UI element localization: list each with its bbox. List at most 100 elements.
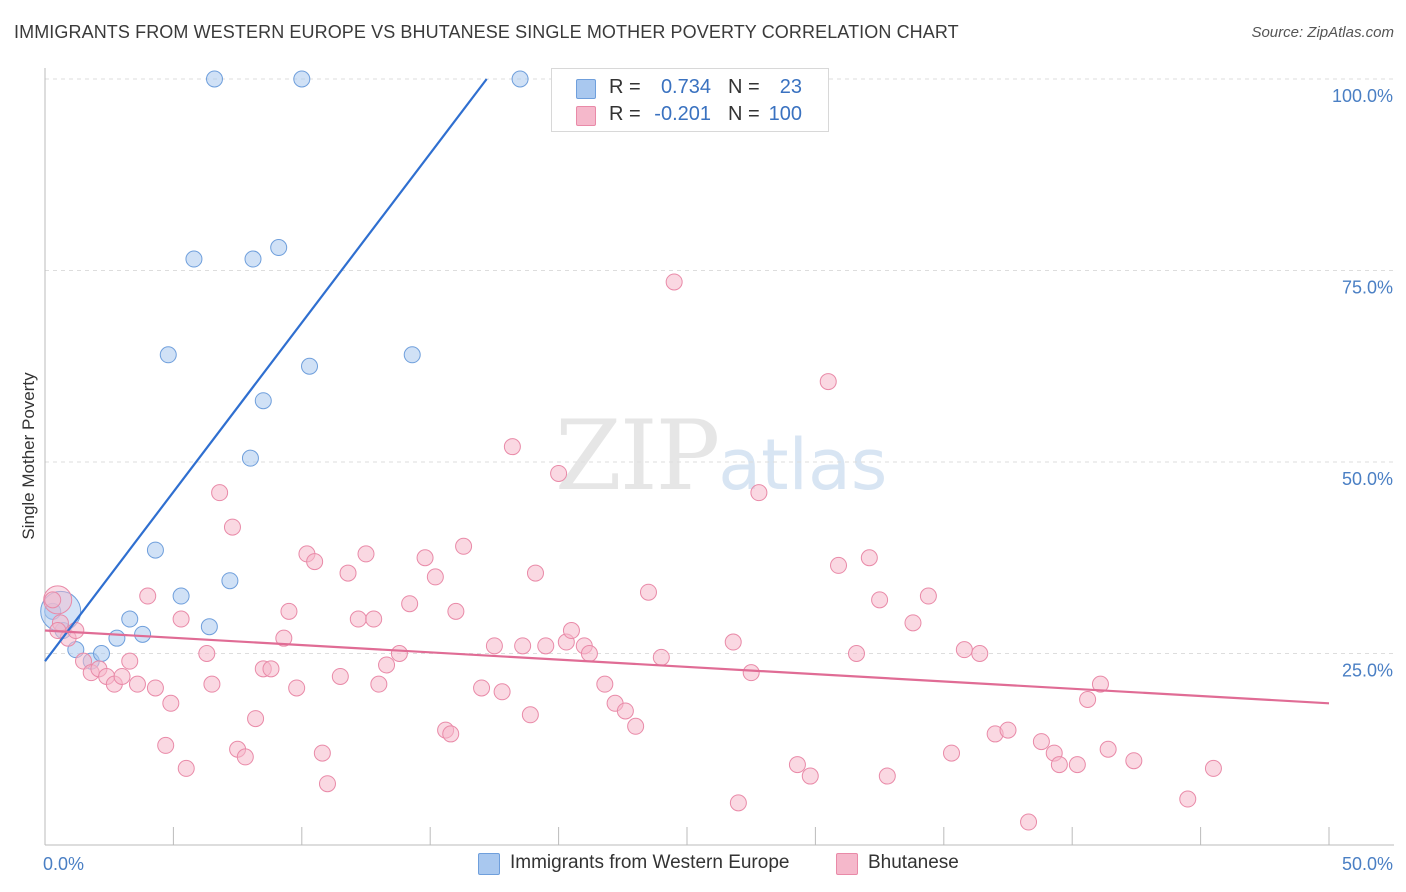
bhutanese-point bbox=[999, 721, 1017, 739]
western-europe-point bbox=[293, 70, 311, 88]
bhutanese-point bbox=[1125, 752, 1143, 770]
bhutanese-point bbox=[652, 648, 670, 666]
legend-row-bhutanese: R = -0.201 N = 100 bbox=[552, 101, 828, 127]
bhutanese-point bbox=[146, 679, 164, 697]
bhutanese-point bbox=[503, 438, 521, 456]
western-europe-point bbox=[200, 618, 218, 636]
trend-line-western-europe bbox=[44, 78, 488, 662]
bhutanese-point bbox=[211, 484, 229, 502]
bhutanese-point bbox=[860, 549, 878, 567]
bhutanese-point bbox=[378, 656, 396, 674]
western-europe-point bbox=[241, 449, 259, 467]
grid-lines bbox=[45, 78, 1394, 654]
bhutanese-point bbox=[288, 679, 306, 697]
western-europe-point bbox=[108, 629, 126, 647]
bhutanese-point bbox=[801, 767, 819, 785]
bhutanese-point bbox=[1020, 813, 1038, 831]
bottom-legend-swatch-western-europe bbox=[478, 853, 500, 875]
legend-n-label: N = bbox=[728, 103, 760, 125]
y-axis-label: Single Mother Poverty bbox=[19, 372, 38, 540]
legend-n-label: N = bbox=[728, 76, 760, 98]
bhutanese-point bbox=[121, 652, 139, 670]
bhutanese-point bbox=[157, 736, 175, 754]
bhutanese-point bbox=[971, 645, 989, 662]
trend-lines bbox=[44, 78, 1330, 705]
bhutanese-point bbox=[416, 549, 434, 567]
bhutanese-point bbox=[750, 484, 768, 502]
bhutanese-point bbox=[128, 675, 146, 693]
legend-r-value: 0.734 bbox=[660, 76, 711, 98]
trend-line-bhutanese bbox=[44, 629, 1330, 705]
western-europe-point bbox=[403, 346, 421, 364]
bhutanese-point bbox=[1099, 740, 1117, 758]
bhutanese-point bbox=[198, 645, 216, 662]
bhutanese-point bbox=[113, 667, 131, 685]
bhutanese-point bbox=[830, 556, 848, 574]
chart-title: IMMIGRANTS FROM WESTERN EUROPE VS BHUTAN… bbox=[14, 22, 959, 42]
data-points bbox=[40, 70, 1222, 831]
bhutanese-point bbox=[390, 645, 408, 662]
axis-labels: 25.0% 50.0% 75.0% 100.0% 0.0% 50.0% Single Mot… bbox=[19, 86, 1393, 874]
bhutanese-point bbox=[580, 645, 598, 662]
bhutanese-point bbox=[172, 610, 190, 628]
y-tick-label-25: 25.0% bbox=[1342, 661, 1393, 681]
bottom-legend-label-bhutanese: Bhutanese bbox=[868, 852, 959, 873]
bhutanese-point bbox=[223, 518, 241, 536]
western-europe-point bbox=[254, 392, 272, 410]
western-europe-point bbox=[92, 645, 110, 662]
bhutanese-point bbox=[596, 675, 614, 693]
axes bbox=[44, 68, 1394, 846]
western-europe-point bbox=[270, 239, 288, 257]
y-tick-label-75: 75.0% bbox=[1342, 278, 1393, 298]
legend-box: R = 0.734 N = 23 R = -0.201 N = 100 bbox=[551, 68, 829, 132]
watermark-atlas: atlas bbox=[718, 424, 888, 506]
bhutanese-point bbox=[318, 775, 336, 793]
bhutanese-point bbox=[724, 633, 742, 651]
watermark: ZIPatlas bbox=[555, 400, 887, 512]
bhutanese-point bbox=[1032, 733, 1050, 751]
bhutanese-point bbox=[203, 675, 221, 693]
bhutanese-point bbox=[1204, 759, 1222, 777]
watermark-zip: ZIP bbox=[555, 400, 720, 512]
bhutanese-point bbox=[455, 537, 473, 555]
bottom-legend-label-western-europe: Immigrants from Western Europe bbox=[510, 852, 790, 873]
bhutanese-point bbox=[729, 794, 747, 812]
bhutanese-point bbox=[616, 702, 634, 720]
legend-n-value: 100 bbox=[768, 103, 802, 125]
bhutanese-point bbox=[485, 637, 503, 655]
western-europe-point bbox=[511, 70, 529, 88]
bhutanese-point bbox=[177, 759, 195, 777]
western-europe-point bbox=[146, 541, 164, 559]
bhutanese-point bbox=[514, 637, 532, 655]
bhutanese-point bbox=[919, 587, 937, 605]
bhutanese-point bbox=[1068, 756, 1086, 774]
bhutanese-point bbox=[442, 725, 460, 743]
bhutanese-point bbox=[306, 553, 324, 571]
bhutanese-point bbox=[521, 706, 539, 724]
bhutanese-point bbox=[639, 583, 657, 601]
bhutanese-point bbox=[370, 675, 388, 693]
bhutanese-point bbox=[955, 641, 973, 659]
x-tick-label-min: 0.0% bbox=[43, 854, 84, 874]
bhutanese-point bbox=[1179, 790, 1197, 808]
bhutanese-point bbox=[665, 273, 683, 291]
y-tick-label-50: 50.0% bbox=[1342, 469, 1393, 489]
bhutanese-point bbox=[943, 744, 961, 762]
bhutanese-point bbox=[339, 564, 357, 582]
bhutanese-point bbox=[904, 614, 922, 632]
bhutanese-point bbox=[236, 748, 254, 766]
bhutanese-point bbox=[262, 660, 280, 678]
x-tick-label-max: 50.0% bbox=[1342, 854, 1393, 874]
western-europe-point bbox=[185, 250, 203, 268]
bhutanese-point bbox=[331, 667, 349, 685]
legend-swatch-bhutanese bbox=[576, 106, 596, 126]
western-europe-point bbox=[134, 625, 152, 643]
bhutanese-point bbox=[280, 602, 298, 620]
bhutanese-point bbox=[742, 664, 760, 682]
bhutanese-point bbox=[313, 744, 331, 762]
bhutanese-point bbox=[44, 591, 62, 609]
western-europe-point bbox=[244, 250, 262, 268]
bhutanese-point bbox=[349, 610, 367, 628]
bhutanese-point bbox=[1091, 675, 1109, 693]
